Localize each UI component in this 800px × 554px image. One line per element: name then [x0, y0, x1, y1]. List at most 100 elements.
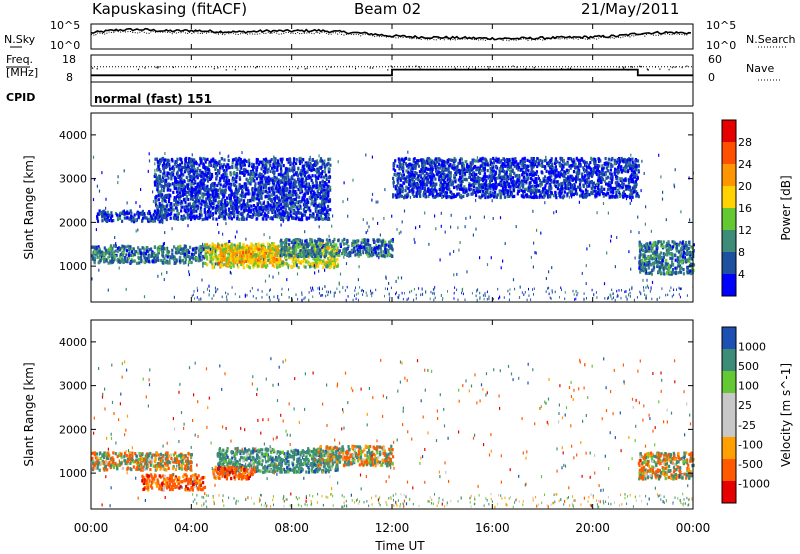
power-cell: [346, 253, 349, 257]
power-cell: [222, 184, 225, 188]
power-cell: [111, 254, 114, 258]
power-cell: [195, 171, 198, 176]
power-cell: [306, 253, 309, 257]
power-cell: [349, 254, 352, 258]
power-cell: [495, 183, 498, 187]
power-cell: [245, 188, 248, 192]
power-cell: [157, 164, 160, 169]
power-cell: [329, 261, 332, 265]
power-cell: [245, 159, 248, 163]
power-cell: [516, 192, 519, 196]
power-cell: [153, 251, 156, 256]
power-cell: [460, 157, 463, 161]
nave-dot: [137, 68, 139, 71]
power-cell: [233, 243, 236, 247]
power-cell: [605, 182, 608, 186]
power-cell: [236, 214, 239, 218]
power-cell: [203, 210, 206, 214]
power-cell: [180, 161, 184, 165]
power-cell: [205, 255, 208, 259]
power-cell: [317, 176, 320, 180]
power-cell: [324, 166, 327, 170]
nave-dot: [639, 65, 641, 68]
power-cell: [307, 216, 311, 220]
power-cell: [293, 167, 296, 171]
power-cell: [131, 254, 134, 258]
power-cell: [260, 167, 263, 171]
power-cell: [273, 197, 276, 201]
power-cell: [201, 186, 204, 190]
power-cell: [271, 260, 274, 264]
power-cell: [324, 207, 327, 211]
power-cell: [280, 241, 283, 246]
power-cell: [137, 246, 140, 250]
power-cell: [456, 187, 459, 191]
power-cell: [267, 242, 270, 246]
power-cell: [315, 169, 318, 173]
power-cell: [200, 202, 203, 206]
power-cell: [288, 238, 291, 242]
power-cell: [163, 256, 166, 260]
power-cell: [271, 205, 274, 209]
power-cell: [168, 261, 171, 265]
power-cell: [591, 189, 595, 193]
power-cell: [154, 197, 157, 201]
power-cell: [147, 254, 150, 258]
power-cell: [122, 259, 125, 263]
power-cell: [170, 212, 173, 216]
power-cell: [373, 240, 376, 244]
power-cell: [306, 207, 309, 211]
power-cell: [241, 211, 244, 215]
power-cell: [291, 260, 294, 264]
power-cell: [264, 183, 267, 187]
power-cell: [281, 205, 284, 209]
power-cell: [277, 188, 280, 192]
power-cell: [259, 212, 262, 217]
power-cell: [538, 178, 542, 182]
power-cell: [289, 161, 292, 165]
power-cell: [234, 163, 237, 167]
power-cell: [255, 206, 258, 210]
power-cell: [297, 238, 301, 242]
power-cell: [280, 193, 284, 197]
power-cell: [269, 159, 272, 163]
power-cell: [196, 166, 199, 171]
power-cell: [267, 210, 270, 214]
power-cell: [200, 182, 203, 186]
power-cell: [206, 167, 209, 171]
power-cell: [177, 250, 180, 254]
power-cell: [288, 167, 291, 171]
power-cell: [262, 158, 265, 162]
power-cell: [226, 256, 230, 260]
power-cell: [321, 217, 324, 221]
power-cell: [222, 178, 226, 183]
power-cell: [455, 185, 458, 189]
power-cell: [196, 169, 199, 173]
power-cell: [387, 252, 390, 256]
power-cell: [125, 249, 128, 253]
power-cell: [116, 217, 120, 222]
power-cell: [190, 260, 193, 265]
power-cell: [294, 243, 297, 247]
power-cell: [544, 166, 547, 170]
power-cell: [255, 246, 258, 250]
power-cell: [173, 198, 176, 202]
power-cell: [213, 192, 216, 196]
power-cell: [359, 251, 362, 255]
power-cell: [328, 263, 331, 267]
power-cell: [173, 213, 176, 217]
power-cell: [202, 255, 205, 259]
power-cell: [345, 242, 348, 246]
power-cell: [108, 252, 111, 256]
power-cell: [235, 174, 238, 178]
power-cell: [262, 169, 265, 173]
power-cell: [198, 196, 202, 200]
power-cell: [265, 217, 268, 221]
power-cell: [163, 247, 166, 251]
power-cell: [312, 215, 315, 219]
power-cell: [264, 248, 268, 252]
power-cell: [273, 206, 276, 210]
power-cell: [253, 192, 256, 196]
power-cell: [531, 184, 534, 188]
power-cell: [280, 244, 283, 248]
